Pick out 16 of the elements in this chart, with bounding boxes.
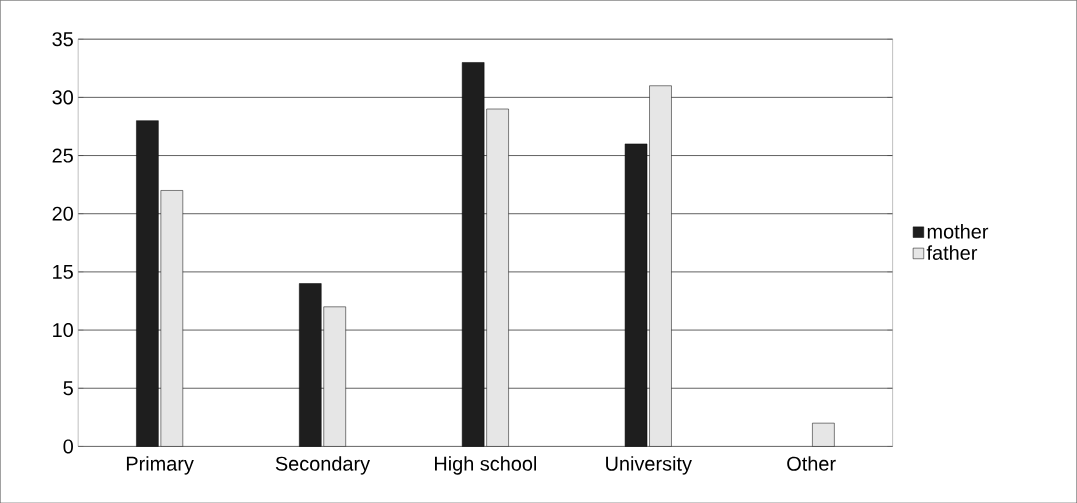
y-tick-label: 35 [52, 32, 73, 47]
y-tick-label: 25 [52, 148, 73, 163]
y-tick-label: 30 [52, 90, 73, 105]
y-tick-label: 10 [53, 322, 73, 337]
x-tick-label: Secondary [275, 455, 371, 475]
x-tick-label: High school [435, 455, 537, 475]
legend-label: father [926, 245, 978, 260]
y-tick-label: 5 [63, 381, 73, 396]
y-tick-label: 15 [53, 264, 73, 279]
x-tick-label: Primary [126, 455, 194, 475]
x-tick-label: Other [787, 455, 836, 471]
y-tick-label: 0 [63, 439, 73, 454]
y-tick-label: 20 [52, 206, 73, 221]
legend-label: mother [927, 223, 989, 239]
x-tick-label: University [606, 455, 692, 475]
bar [812, 422, 835, 447]
